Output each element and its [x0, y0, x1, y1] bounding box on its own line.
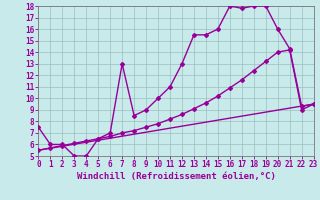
- X-axis label: Windchill (Refroidissement éolien,°C): Windchill (Refroidissement éolien,°C): [76, 172, 276, 181]
